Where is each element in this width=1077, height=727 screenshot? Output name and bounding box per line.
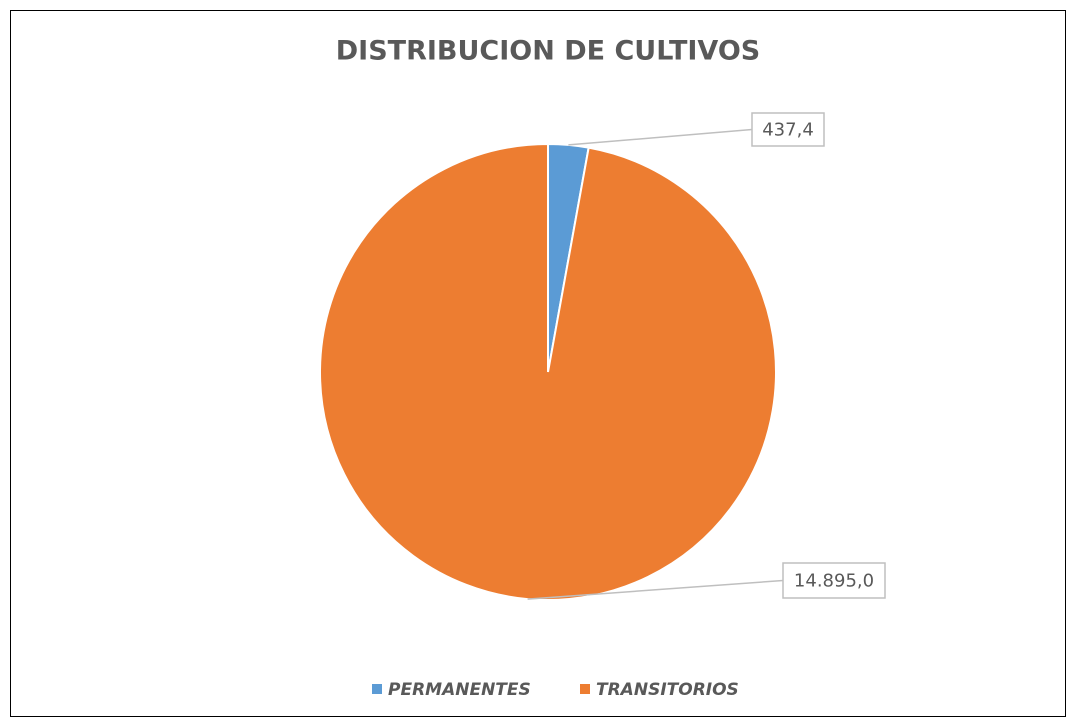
legend-label: PERMANENTES [388,680,531,700]
data-label-box [751,112,825,147]
leader-line [568,128,753,146]
chart-title: DISTRIBUCION DE CULTIVOS [336,36,761,67]
legend-label: TRANSITORIOS [596,680,739,700]
data-label-box [782,562,886,599]
pie-slice [319,142,777,601]
legend-swatch [372,684,382,694]
data-label: 14.895,0 [794,571,874,592]
leader-line [527,579,784,600]
data-label: 437,4 [762,120,814,141]
legend-swatch [580,684,590,694]
